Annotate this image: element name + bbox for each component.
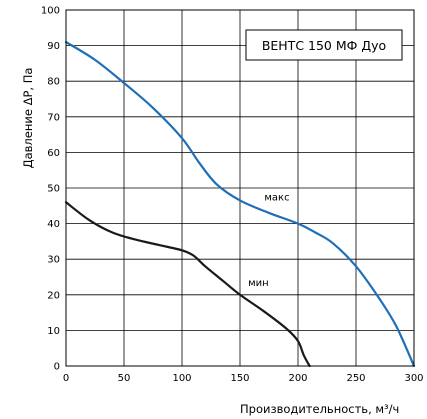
series-label-max: макс — [264, 192, 289, 203]
x-tick-label: 300 — [404, 373, 423, 384]
series-line-min — [64, 201, 311, 368]
x-axis-title: Производительность, м³/ч — [240, 402, 399, 416]
grid — [65, 9, 415, 367]
series-label-min: мин — [248, 278, 269, 289]
y-tick-label: 0 — [54, 362, 60, 373]
y-tick-label: 90 — [47, 41, 60, 52]
y-tick-label: 40 — [47, 219, 60, 230]
chart-title: ВЕНТС 150 МФ Дуо — [262, 38, 386, 53]
x-tick-label: 250 — [346, 373, 365, 384]
y-tick-label: 70 — [47, 112, 60, 123]
x-tick-label: 150 — [230, 373, 249, 384]
plot-border — [65, 9, 415, 367]
x-tick-label: 0 — [63, 373, 69, 384]
x-tick-label: 100 — [172, 373, 191, 384]
y-tick-label: 80 — [47, 77, 60, 88]
y-tick-label: 10 — [47, 326, 60, 337]
x-tick-label: 200 — [288, 373, 307, 384]
legend-box: ВЕНТС 150 МФ Дуо — [245, 29, 403, 61]
y-tick-label: 100 — [41, 6, 60, 17]
y-tick-label: 60 — [47, 148, 60, 159]
axis-ticks: 0 50 100 150 200 250 300 0 10 20 30 40 50 60 70 80 90 100 — [41, 6, 424, 385]
y-tick-label: 50 — [47, 184, 60, 195]
y-tick-label: 20 — [47, 290, 60, 301]
series-line-max — [64, 40, 416, 368]
series-lines — [64, 40, 416, 368]
y-axis-title: Давление ΔP, Па — [21, 68, 35, 169]
x-tick-label: 50 — [118, 373, 131, 384]
y-tick-label: 30 — [47, 255, 60, 266]
